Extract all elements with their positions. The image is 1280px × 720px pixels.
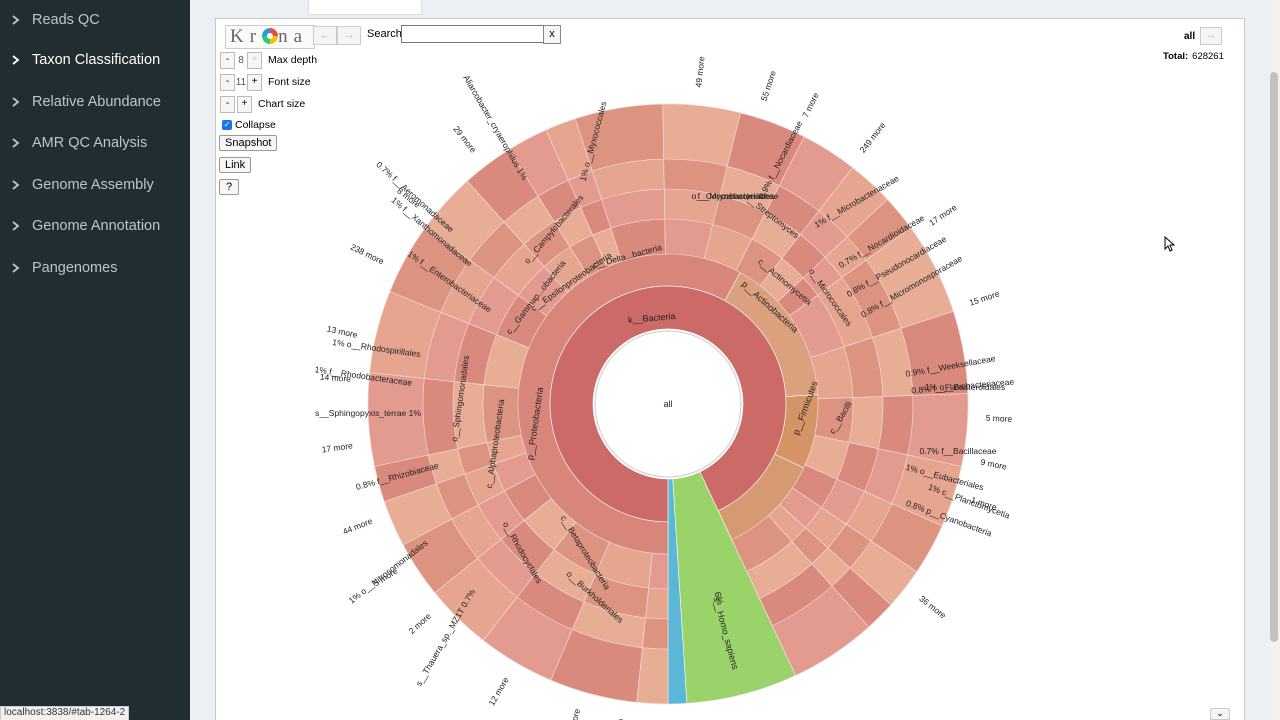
sidebar: Reads QC Taxon Classification Relative A… — [0, 0, 190, 720]
total-readout: Total: 628261 — [1163, 51, 1224, 62]
search-label: Search: — [367, 28, 405, 40]
total-value: 628261 — [1192, 51, 1224, 62]
max-depth-decrease-button[interactable]: - — [220, 51, 235, 69]
center-node[interactable] — [594, 330, 742, 478]
outer-more-label: 5 more — [985, 413, 1012, 424]
sidebar-item-pangenomes[interactable]: Pangenomes — [0, 248, 190, 288]
outer-more-label: 29 more — [451, 124, 478, 155]
chevron-right-icon — [0, 180, 32, 190]
sidebar-item-reads-qc[interactable]: Reads QC — [0, 0, 190, 40]
subtaxon-slice[interactable] — [367, 372, 429, 467]
sidebar-item-relative-abundance[interactable]: Relative Abundance — [0, 82, 190, 122]
outer-more-label: 12 more — [564, 707, 582, 720]
max-depth-increase-button[interactable]: + — [247, 51, 262, 69]
chevron-right-icon — [0, 263, 32, 273]
sidebar-item-taxon-classification[interactable]: Taxon Classification — [0, 40, 190, 80]
label-order-6: 1% o__Bacteroidales — [925, 382, 1005, 392]
center-label: all — [663, 399, 672, 409]
focus-arrow-icon[interactable]: ↔ — [1200, 27, 1222, 45]
chart-size-decrease-button[interactable]: - — [220, 95, 235, 113]
sidebar-item-label: Genome Assembly — [32, 177, 154, 193]
outer-more-label: 17 more — [927, 202, 959, 228]
search-clear-button[interactable]: x — [543, 25, 561, 44]
krona-chart[interactable]: allk__Bacteriap__Proteobacteriap__Actino… — [216, 19, 1244, 720]
mouse-cursor-icon — [1164, 236, 1176, 252]
chart-size-control: - + Chart size — [220, 95, 306, 113]
subtaxon-slice[interactable] — [771, 585, 870, 676]
font-size-value: 11 — [235, 76, 247, 88]
outer-more-label: 12 more — [486, 675, 510, 707]
outer-more-label: 44 more — [341, 516, 374, 537]
chart-size-label: Chart size — [258, 98, 306, 110]
sidebar-item-label: Relative Abundance — [32, 94, 161, 110]
outer-more-label: 9 more — [980, 457, 1008, 472]
scrollbar[interactable] — [1268, 0, 1280, 720]
chevron-right-icon — [0, 15, 32, 25]
scrollbar-thumb[interactable] — [1270, 72, 1278, 642]
font-size-control: - 11 + Font size — [220, 73, 311, 91]
label-family-13: 0.7% f__Bacillaceae — [919, 446, 996, 456]
font-size-label: Font size — [268, 76, 311, 88]
collapse-label: Collapse — [235, 119, 276, 131]
max-depth-value: 8 — [238, 54, 244, 66]
snapshot-button[interactable]: Snapshot — [219, 135, 278, 151]
krona-logo: Kr na — [225, 25, 315, 49]
outer-more-label: 55 more — [759, 69, 778, 102]
font-size-decrease-button[interactable]: - — [220, 73, 235, 91]
checkbox-checked-icon[interactable]: ✓ — [222, 120, 232, 130]
sidebar-item-label: AMR QC Analysis — [32, 135, 148, 151]
sidebar-item-label: Pangenomes — [32, 260, 118, 276]
sidebar-item-genome-assembly[interactable]: Genome Assembly — [0, 165, 190, 205]
chart-size-increase-button[interactable]: + — [237, 95, 252, 113]
chevron-right-icon — [0, 55, 32, 65]
status-url: localhost:3838/#tab-1264-2 — [0, 706, 130, 720]
right-arrow-icon[interactable]: → — [337, 26, 361, 45]
chevron-right-icon — [0, 138, 32, 148]
krona-frame: all k__Bacteria p__Proteobacteria p__Actino… — [215, 18, 1245, 720]
outer-more-label: 49 more — [693, 56, 706, 88]
sidebar-item-label: Taxon Classification — [32, 52, 161, 68]
font-size-increase-button[interactable]: + — [247, 73, 262, 91]
sidebar-item-amr-qc-analysis[interactable]: AMR QC Analysis — [0, 123, 190, 163]
chevron-right-icon — [0, 97, 32, 107]
sidebar-item-label: Reads QC — [32, 12, 100, 28]
outer-more-label: 249 more — [857, 120, 887, 155]
link-button[interactable]: Link — [219, 157, 252, 173]
label-homo-sapiens-percent: 6% — [712, 591, 725, 606]
label-species-sphingopyxis: s__Sphingopyxis_terrae 1% — [315, 408, 421, 418]
chevron-right-icon — [0, 221, 32, 231]
label-order-4: o__Corynebacteriales — [692, 191, 775, 201]
total-label: Total: — [1163, 51, 1189, 62]
scroll-down-icon[interactable]: ⌄ — [1210, 708, 1230, 720]
sidebar-item-genome-annotation[interactable]: Genome Annotation — [0, 206, 190, 246]
outer-more-label: 15 more — [968, 288, 1001, 307]
outer-more-label: 7 more — [800, 91, 821, 119]
left-arrow-icon[interactable]: ← — [313, 26, 337, 45]
outer-more-label: 14 more — [320, 372, 352, 384]
label-family-5: f__Mycobacteriaceae — [698, 191, 779, 201]
subtaxon-slice[interactable] — [662, 103, 741, 167]
help-button[interactable]: ? — [219, 179, 240, 195]
sidebar-item-label: Genome Annotation — [32, 218, 161, 234]
outer-more-label: 36 more — [917, 593, 948, 620]
focus-label: all — [1184, 31, 1196, 42]
collapse-toggle[interactable]: ✓ Collapse — [222, 119, 276, 131]
outer-more-label: 8 more — [612, 718, 626, 720]
max-depth-label: Max depth — [268, 54, 318, 66]
max-depth-control: - 8 + Max depth — [220, 51, 318, 69]
main-content: all k__Bacteria p__Proteobacteria p__Actino… — [190, 0, 1280, 720]
search-input[interactable] — [401, 25, 547, 43]
top-tab[interactable] — [308, 0, 422, 15]
outer-more-label: 238 more — [349, 242, 386, 267]
label-k-bacteria: k__Bacteria — [628, 311, 676, 325]
outer-more-label: 2 more — [407, 611, 434, 636]
outer-more-label: 17 more — [321, 440, 354, 454]
